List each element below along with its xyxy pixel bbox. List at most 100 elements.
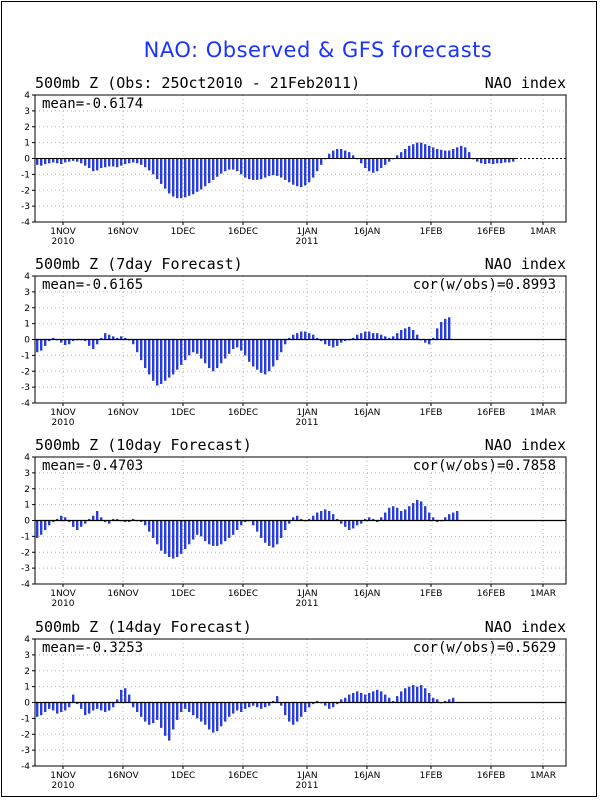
panel-title: 500mb Z (10day Forecast) [35, 436, 252, 454]
y-tick-label: 3 [24, 288, 30, 298]
bar [244, 339, 247, 356]
bar [40, 702, 43, 716]
x-tick-label: 16JAN [354, 408, 381, 418]
bar [244, 520, 247, 523]
bar [136, 158, 139, 164]
bar [44, 702, 47, 713]
x-tick-label: 1DEC [171, 589, 196, 599]
y-tick-label: -2 [21, 730, 30, 740]
bar [500, 158, 503, 164]
bar [108, 158, 111, 167]
bar [240, 339, 243, 351]
x-tick-year-label: 2011 [296, 237, 319, 247]
bar [460, 145, 463, 159]
bar [424, 144, 427, 159]
bar [440, 149, 443, 159]
mean-annotation: mean=-0.4703 [42, 458, 143, 474]
bar [296, 702, 299, 722]
bar [100, 158, 103, 169]
x-tick-label: 16FEB [477, 408, 506, 418]
bar [64, 339, 67, 346]
panel-right-label: NAO index [485, 74, 566, 92]
bar [276, 158, 279, 176]
bar [168, 520, 171, 558]
bar [232, 520, 235, 535]
bar [220, 520, 223, 545]
bar [136, 702, 139, 713]
bar [268, 158, 271, 176]
bar [340, 148, 343, 159]
bar [36, 158, 39, 165]
bar [260, 520, 263, 538]
bar [452, 148, 455, 159]
y-tick-label: -4 [21, 762, 30, 772]
bar [312, 158, 315, 178]
x-tick-label: 16FEB [477, 227, 506, 237]
bar [84, 158, 87, 166]
bar [152, 158, 155, 175]
bar [360, 158, 363, 164]
bar [312, 515, 315, 521]
x-tick-year-label: 2010 [52, 237, 75, 247]
bar [68, 339, 71, 345]
bar [84, 339, 87, 342]
bar [48, 702, 51, 709]
bar [400, 691, 403, 703]
bar [204, 339, 207, 364]
bar [156, 520, 159, 545]
bar [376, 689, 379, 703]
bar [332, 514, 335, 521]
mean-annotation: mean=-0.3253 [42, 640, 143, 656]
bar [296, 515, 299, 521]
bar [100, 337, 103, 340]
bar [432, 147, 435, 159]
bar [72, 158, 75, 161]
bar [116, 518, 119, 521]
bar [176, 158, 179, 199]
bar [88, 158, 91, 169]
bar [296, 333, 299, 340]
bar [368, 692, 371, 703]
bar [392, 700, 395, 703]
bar [368, 331, 371, 340]
bar [456, 510, 459, 521]
bar [112, 518, 115, 521]
bar [52, 337, 55, 340]
bar [52, 158, 55, 163]
bar [196, 158, 199, 192]
bar [252, 158, 255, 180]
bar [92, 702, 95, 711]
y-tick-label: 2 [24, 123, 30, 133]
bar [284, 520, 287, 531]
bar [188, 158, 191, 196]
bar [188, 339, 191, 356]
y-tick-label: 0 [24, 517, 30, 527]
bar [392, 506, 395, 521]
bar [324, 339, 327, 345]
bar [104, 702, 107, 713]
bar [320, 158, 323, 165]
panel-title: 500mb Z (14day Forecast) [35, 618, 252, 636]
bar [284, 339, 287, 345]
bar [36, 339, 39, 353]
bar [264, 339, 267, 375]
bar [304, 702, 307, 713]
correlation-annotation: cor(w/obs)=0.7858 [413, 458, 556, 474]
bar [52, 702, 55, 711]
correlation-annotation: cor(w/obs)=0.8993 [413, 277, 556, 293]
bar [172, 702, 175, 730]
bar [164, 339, 167, 381]
y-tick-label: -4 [21, 218, 30, 228]
bar [140, 158, 143, 165]
y-tick-label: -4 [21, 399, 30, 409]
bar [504, 158, 507, 163]
bar [412, 503, 415, 521]
x-tick-label: 1DEC [171, 408, 196, 418]
y-tick-label: 1 [24, 320, 30, 330]
bar [160, 339, 163, 384]
bar [224, 520, 227, 542]
x-tick-label: 1JAN [296, 589, 317, 599]
bar [404, 688, 407, 703]
y-tick-label: -2 [21, 548, 30, 558]
panel-title: 500mb Z (7day Forecast) [35, 255, 243, 273]
